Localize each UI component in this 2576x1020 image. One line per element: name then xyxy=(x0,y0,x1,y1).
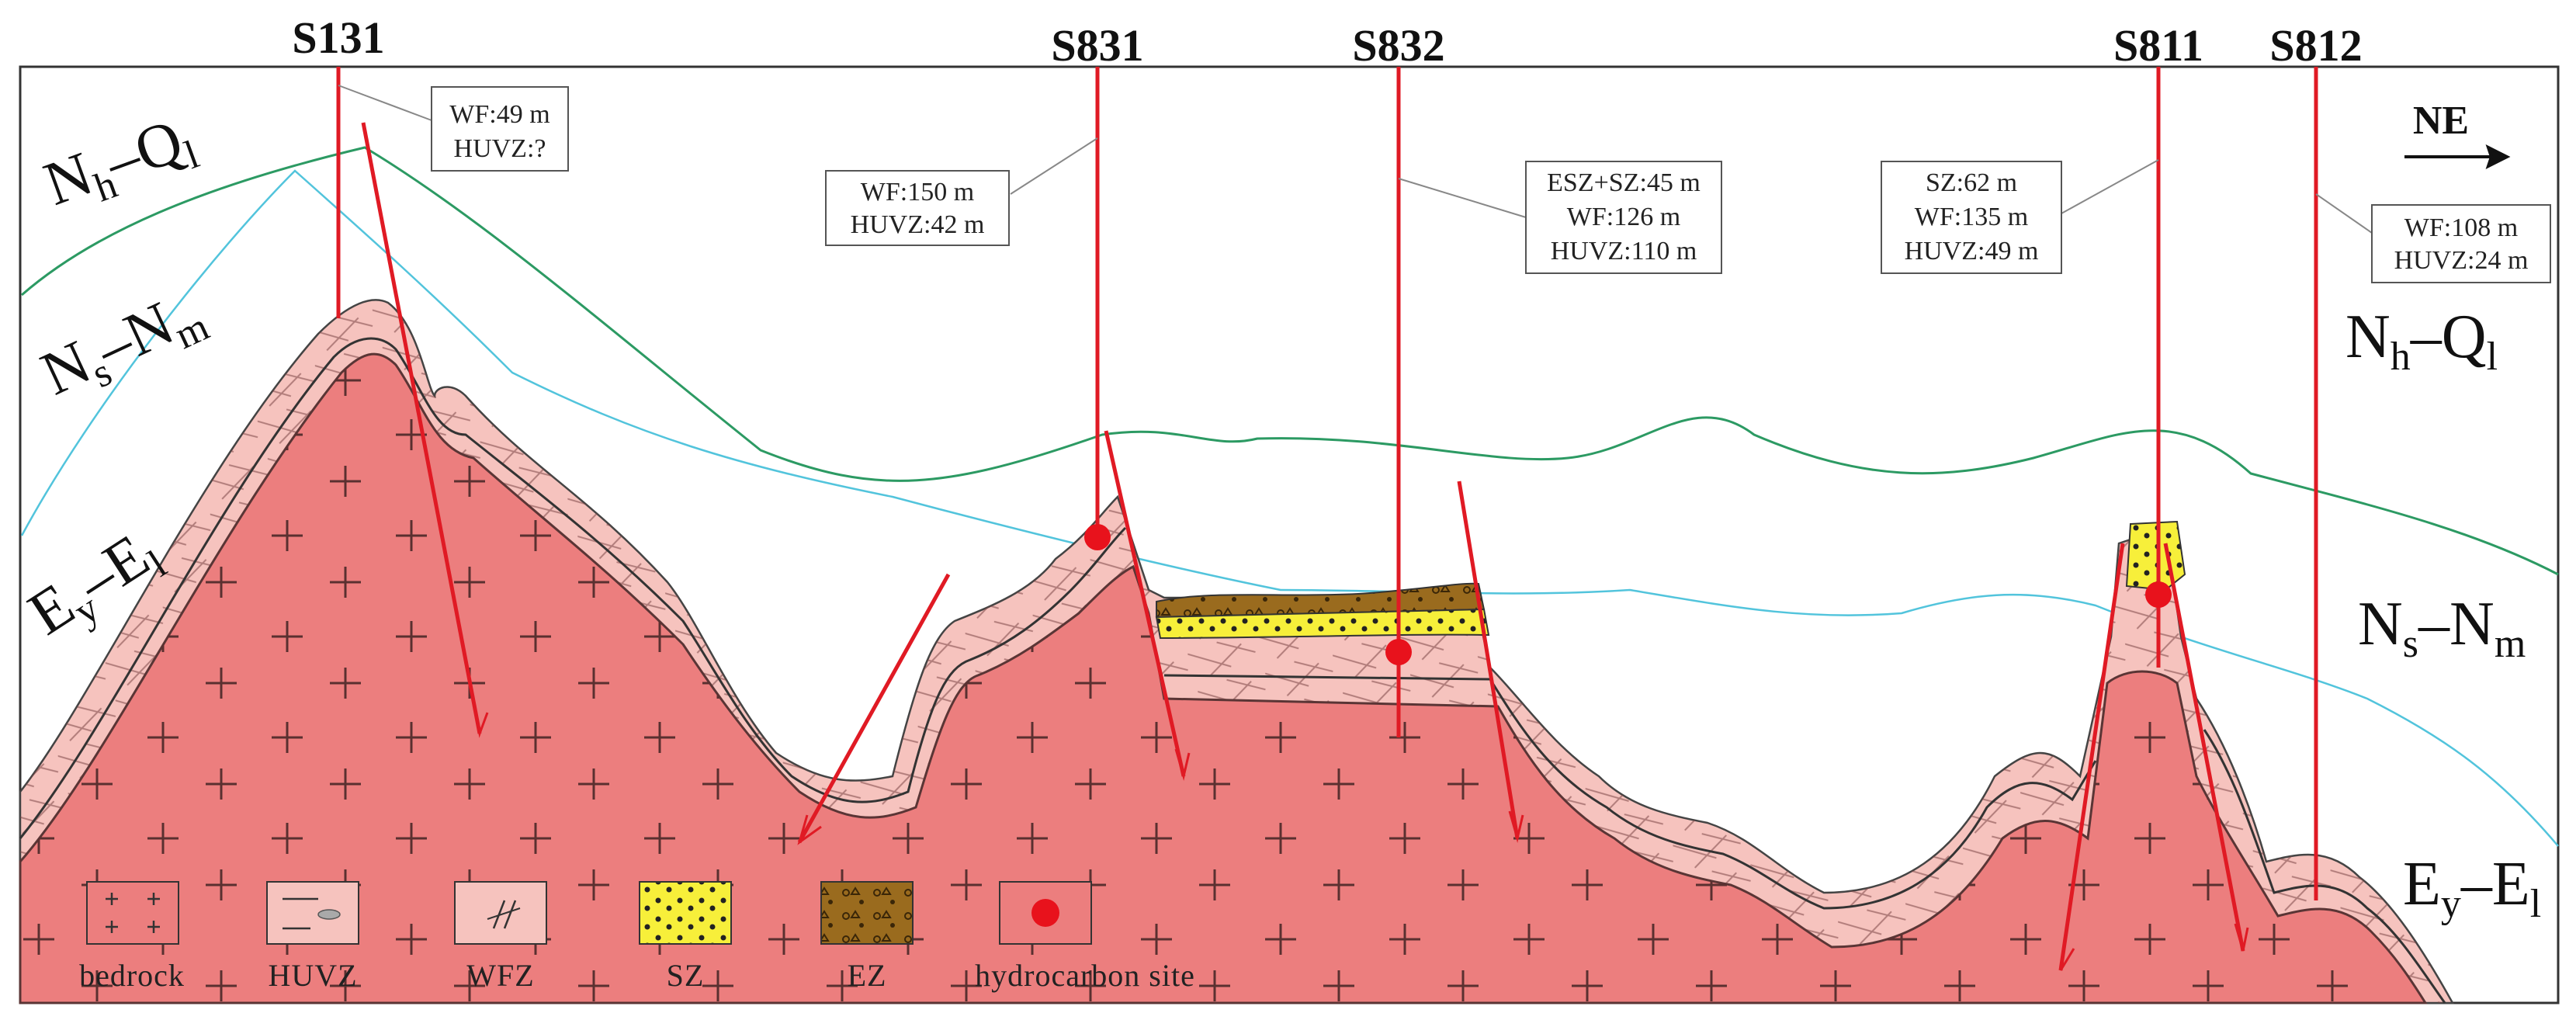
boundary-nh-ns-line xyxy=(21,146,2559,576)
info-line: HUVZ:49 m xyxy=(1905,237,2039,265)
info-line: WF:49 m xyxy=(449,100,550,129)
fault-arrow-icon xyxy=(473,706,2249,971)
legend-label-ez: EZ xyxy=(848,958,887,993)
info-line: WF:126 m xyxy=(1567,203,1680,231)
info-line: HUVZ:? xyxy=(454,134,546,163)
fault-lines xyxy=(361,122,2245,971)
well-name-s131: S131 xyxy=(292,12,384,63)
legend-item-sz: SZ xyxy=(639,881,732,993)
well-info-callout: WF:108 m HUVZ:24 m xyxy=(2315,193,2551,283)
huvz-band-line xyxy=(2203,729,2446,1004)
sand-zone-layer xyxy=(1155,608,1490,640)
legend-label-huvz: HUVZ xyxy=(268,958,357,993)
info-line: WF:108 m xyxy=(2404,213,2518,242)
well-name-s812: S812 xyxy=(2269,20,2362,71)
well-info-callout: WF:150 m HUVZ:42 m xyxy=(825,137,1098,246)
legend-label-bedrock: bedrock xyxy=(79,958,185,993)
well-info-callout: ESZ+SZ:45 m WF:126 m HUVZ:110 m xyxy=(1398,161,1722,274)
legend-swatch-bedrock xyxy=(86,881,179,945)
arrow-right-icon xyxy=(2404,144,2511,169)
hydrocarbon-site-icon xyxy=(2145,581,2172,608)
legend-swatch-huvz xyxy=(266,881,359,945)
legend-label-sz: SZ xyxy=(667,958,705,993)
formation-label-left-top: Nh–Ql xyxy=(36,102,205,226)
bedrock-cross-icon xyxy=(106,893,160,933)
huvz-band-line xyxy=(1163,674,2097,910)
formation-label-right-top: Nh–Ql xyxy=(2345,303,2498,379)
info-line: HUVZ:110 m xyxy=(1551,237,1697,265)
info-line: WF:135 m xyxy=(1915,203,2028,231)
hydrocarbon-site-icon xyxy=(1385,639,1412,665)
legend-item-wfz: WFZ xyxy=(454,881,547,993)
legend: bedrock HUVZ WFZ SZ EZ hydrocarbon s xyxy=(79,881,1195,993)
info-line: WF:150 m xyxy=(861,178,974,206)
well-name-s832: S832 xyxy=(1352,20,1444,71)
info-line: HUVZ:24 m xyxy=(2394,246,2529,275)
legend-item-huvz: HUVZ xyxy=(266,881,359,993)
bedrock-crosses xyxy=(20,354,2425,1003)
legend-item-bedrock: bedrock xyxy=(79,881,185,993)
huvz-band-line xyxy=(19,337,1127,839)
formation-label-right-low: Ey–El xyxy=(2403,850,2541,926)
well-info-callout: SZ:62 m WF:135 m HUVZ:49 m xyxy=(1881,159,2159,274)
well-name-s811: S811 xyxy=(2113,20,2203,71)
boundary-ns-ey-line xyxy=(20,169,2559,847)
well-info-callout: WF:49 m HUVZ:? xyxy=(338,85,569,172)
well-name-s831: S831 xyxy=(1051,20,1143,71)
eluvial-zone-layer xyxy=(1156,582,1486,619)
legend-swatch-sz xyxy=(639,881,732,945)
legend-label-wfz: WFZ xyxy=(466,958,534,993)
info-line: HUVZ:42 m xyxy=(851,210,985,239)
legend-item-ez: EZ xyxy=(820,881,914,993)
info-line: ESZ+SZ:45 m xyxy=(1547,168,1701,197)
direction-label: NE xyxy=(2413,99,2469,143)
formation-label-left-mid: Ns–Nm xyxy=(31,276,215,415)
hydrocarbon-site-icon xyxy=(1084,524,1111,550)
hydrocarbon-site-icon xyxy=(1031,899,1059,927)
legend-item-hydrocarbon: hydrocarbon site xyxy=(975,881,1195,993)
legend-swatch-ez xyxy=(820,881,914,945)
formation-label-right-mid: Ns–Nm xyxy=(2358,590,2526,666)
sand-zone-cap-s811 xyxy=(2125,520,2186,592)
legend-label-hydrocarbon: hydrocarbon site xyxy=(975,958,1195,993)
info-line: SZ:62 m xyxy=(1926,168,2017,197)
